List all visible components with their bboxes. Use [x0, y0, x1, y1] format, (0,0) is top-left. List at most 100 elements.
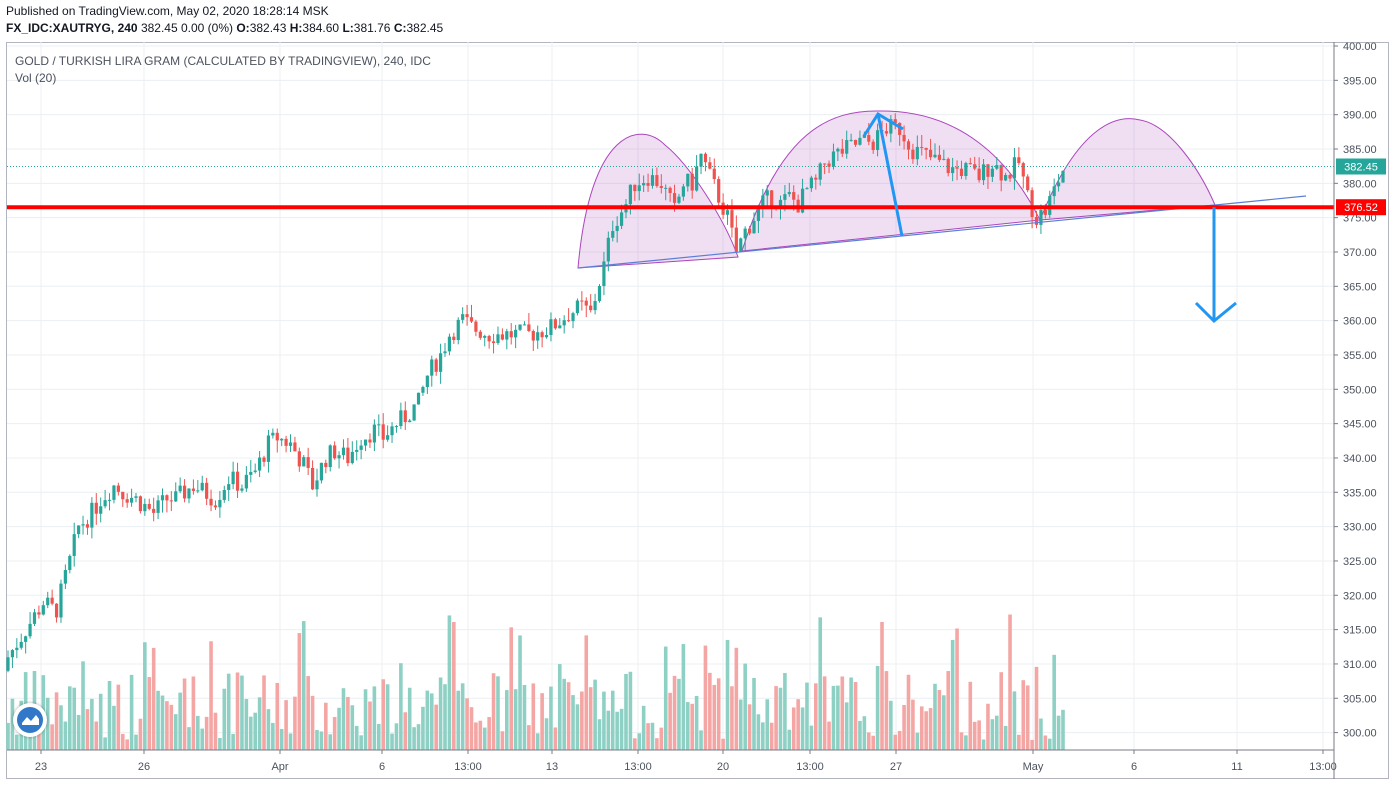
volume-bar: [452, 621, 456, 750]
candle-body: [544, 334, 549, 338]
volume-bar: [694, 696, 699, 750]
volume-bar: [147, 677, 152, 750]
volume-bar: [933, 683, 937, 750]
candle-body: [990, 168, 994, 177]
candle-body: [690, 173, 694, 191]
candle-body: [165, 495, 169, 501]
volume-bar: [337, 707, 341, 750]
candle-body: [805, 188, 809, 190]
volume-bar: [703, 645, 708, 750]
volume-bar: [332, 717, 337, 750]
tradingview-logo-icon[interactable]: [13, 703, 47, 737]
volume-bar: [906, 674, 911, 750]
volume-bar: [169, 704, 174, 750]
candle-body: [54, 603, 59, 618]
volume-bar: [129, 674, 134, 750]
volume-bar: [284, 700, 288, 750]
volume-bar: [584, 635, 589, 750]
volume-bar: [672, 675, 677, 750]
volume-bar: [37, 729, 41, 750]
candle-body: [734, 227, 738, 252]
candle-body: [893, 119, 897, 123]
volume-bar: [527, 725, 531, 750]
candle-body: [1026, 176, 1030, 191]
candle-body: [434, 359, 438, 372]
volume-bar: [734, 647, 739, 750]
volume-bar: [425, 690, 430, 750]
volume-legend: Vol (20): [15, 71, 57, 85]
volume-bar: [90, 698, 94, 750]
volume-bar: [120, 733, 125, 750]
candle-body: [765, 190, 769, 196]
volume-bar: [575, 704, 580, 750]
candle-body: [756, 207, 761, 221]
volume-bar: [822, 676, 827, 750]
candle-body: [858, 137, 862, 145]
candle-body: [447, 336, 452, 352]
volume-bar: [196, 715, 200, 750]
candle-body: [1012, 157, 1017, 179]
candle-body: [942, 158, 946, 160]
candle-body: [452, 336, 456, 341]
candle-body: [377, 424, 381, 426]
x-tick-label: 27: [890, 761, 902, 773]
candle-body: [840, 148, 844, 154]
candle-body: [743, 228, 747, 239]
volume-bar: [778, 687, 783, 750]
candle-body: [28, 623, 32, 637]
volume-bar: [134, 734, 138, 750]
candle-body: [469, 317, 474, 322]
volume-bar: [990, 719, 995, 750]
candle-body: [262, 457, 266, 462]
candle-body: [222, 489, 226, 500]
volume-bar: [897, 730, 902, 750]
volume-bar: [769, 722, 774, 750]
candle-body: [937, 154, 942, 160]
volume-bar: [761, 722, 765, 750]
ohlc-header: FX_IDC:XAUTRYG, 240 382.45 0.00 (0%) O:3…: [6, 21, 443, 35]
volume-bar: [858, 720, 862, 750]
volume-bar: [685, 702, 690, 750]
candle-body: [10, 650, 15, 658]
candle-body: [85, 524, 90, 528]
volume-bar: [85, 709, 90, 750]
volume-bar: [112, 705, 116, 750]
candle-body: [995, 165, 999, 169]
candle-body: [94, 502, 98, 514]
candle-body: [72, 534, 76, 556]
candle-body: [902, 134, 906, 142]
volume-bar: [562, 678, 566, 750]
volume-bar: [884, 671, 889, 750]
candle-body: [611, 231, 615, 238]
y-tick-label: 305.00: [1343, 693, 1377, 705]
candle-body: [986, 164, 990, 177]
candle-body: [169, 500, 173, 502]
candle-body: [597, 286, 602, 301]
candle-body: [112, 485, 116, 500]
volume-bar: [663, 646, 668, 750]
candle-body: [783, 194, 787, 200]
volume-bar: [505, 690, 509, 750]
volume-bar: [743, 663, 747, 750]
candle-body: [90, 502, 94, 528]
volume-bar: [690, 703, 695, 750]
volume-bar: [708, 672, 712, 750]
candle-body: [999, 165, 1003, 181]
volume-bar: [279, 729, 284, 750]
quote-change: 382.45 0.00 (0%): [140, 21, 233, 35]
candle-body: [125, 499, 129, 503]
volume-bar: [518, 635, 522, 750]
volume-bar: [151, 647, 156, 750]
volume-bar: [187, 727, 191, 750]
volume-bar: [928, 708, 933, 750]
candle-body: [147, 503, 151, 509]
candle-body: [973, 164, 977, 169]
candle-body: [341, 447, 346, 456]
volume-bar: [557, 664, 562, 750]
candle-body: [50, 597, 54, 604]
candle-body: [138, 496, 143, 512]
candle-body: [37, 612, 41, 615]
candle-body: [898, 122, 902, 135]
candle-body: [63, 569, 67, 584]
